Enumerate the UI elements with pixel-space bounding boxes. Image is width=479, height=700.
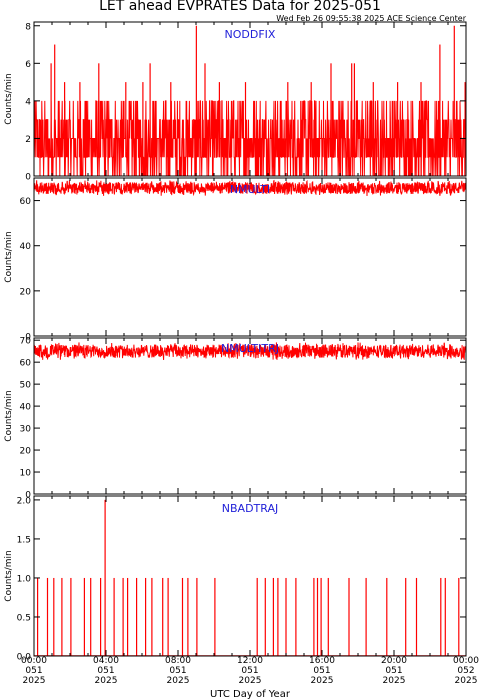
svg-text:051: 051 (313, 666, 330, 676)
chart-title: LET ahead EVPRATES Data for 2025-051 (99, 0, 381, 14)
svg-text:051: 051 (169, 666, 186, 676)
y-tick-label: 4 (25, 97, 31, 107)
y-tick-label: 0 (25, 333, 31, 343)
svg-text:2025: 2025 (239, 676, 262, 686)
y-tick-label: 0 (25, 491, 31, 501)
svg-text:2025: 2025 (95, 676, 118, 686)
panels-group: 0 2 4 6 8 Counts/min NODDFIX 0 20 40 60 Counts/min N… (4, 21, 467, 663)
y-tick-label: 0.0 (17, 653, 32, 663)
svg-text:2025: 2025 (167, 676, 190, 686)
x-axis: 00:00051202504:00051202508:00051202512:0… (21, 656, 479, 686)
panel-nmulti: 0 20 40 60 Counts/min NMULTI (4, 177, 467, 343)
svg-text:2025: 2025 (311, 676, 334, 686)
x-axis-label: UTC Day of Year (210, 689, 291, 700)
y-tick-label: 1.0 (17, 574, 32, 584)
y-axis-label: Counts/min (4, 73, 14, 124)
series-nbadtraj (34, 499, 466, 656)
svg-text:051: 051 (25, 666, 42, 676)
series-noddfix (34, 25, 466, 176)
y-axis-label: Counts/min (4, 550, 14, 601)
svg-text:2025: 2025 (23, 676, 46, 686)
panel-label: NBADTRAJ (222, 502, 278, 515)
svg-text:04:00: 04:00 (93, 656, 119, 666)
timestamp-label: Wed Feb 26 09:55:38 2025 ACE Science Cen… (276, 14, 466, 23)
panel-label: NMULTITRJ (221, 342, 279, 355)
panel-nmultitrj: 0 10 20 30 40 50 60 70 Counts/min NMULTITRJ (4, 337, 467, 501)
svg-text:052: 052 (457, 666, 474, 676)
panel-frame (33, 337, 467, 495)
y-tick-label: 60 (20, 197, 32, 207)
y-tick-label: 8 (25, 22, 31, 32)
y-tick-label: 0.5 (17, 613, 31, 623)
y-tick-label: 6 (25, 60, 31, 70)
y-tick-label: 20 (20, 287, 32, 297)
svg-text:20:00: 20:00 (381, 656, 407, 666)
panel-label: NODDFIX (225, 28, 276, 41)
y-tick-label: 70 (20, 337, 32, 347)
series-nmultitrj (34, 342, 466, 360)
y-tick-label: 60 (20, 359, 32, 369)
y-tick-label: 10 (20, 469, 32, 479)
y-axis-label: Counts/min (4, 390, 14, 441)
y-tick-label: 30 (20, 425, 32, 435)
svg-text:00:00: 00:00 (21, 656, 47, 666)
panel-noddfix: 0 2 4 6 8 Counts/min NODDFIX (4, 21, 467, 183)
y-tick-label: 40 (20, 403, 32, 413)
svg-text:051: 051 (385, 666, 402, 676)
svg-text:051: 051 (97, 666, 114, 676)
y-axis-label: Counts/min (4, 231, 14, 282)
svg-text:16:00: 16:00 (309, 656, 335, 666)
panel-frame (33, 177, 467, 337)
y-tick-label: 2 (25, 135, 31, 145)
svg-text:12:00: 12:00 (237, 656, 263, 666)
y-tick-label: 50 (20, 381, 32, 391)
y-tick-label: 20 (20, 447, 32, 457)
svg-text:051: 051 (241, 666, 258, 676)
y-tick-label: 1.5 (17, 535, 31, 545)
svg-text:00:00: 00:00 (453, 656, 479, 666)
y-tick-label: 40 (20, 242, 32, 252)
svg-text:2025: 2025 (455, 676, 478, 686)
y-tick-label: 2.0 (17, 496, 32, 506)
panel-label: NMULTI (230, 183, 270, 196)
series-nmulti (34, 179, 466, 197)
panel-frame (33, 495, 467, 657)
svg-text:2025: 2025 (383, 676, 406, 686)
svg-text:08:00: 08:00 (165, 656, 191, 666)
y-tick-label: 0 (25, 173, 31, 183)
panel-nbadtraj: 0.0 0.5 1.0 1.5 2.0 Counts/min NBADTRAJ (4, 495, 467, 663)
